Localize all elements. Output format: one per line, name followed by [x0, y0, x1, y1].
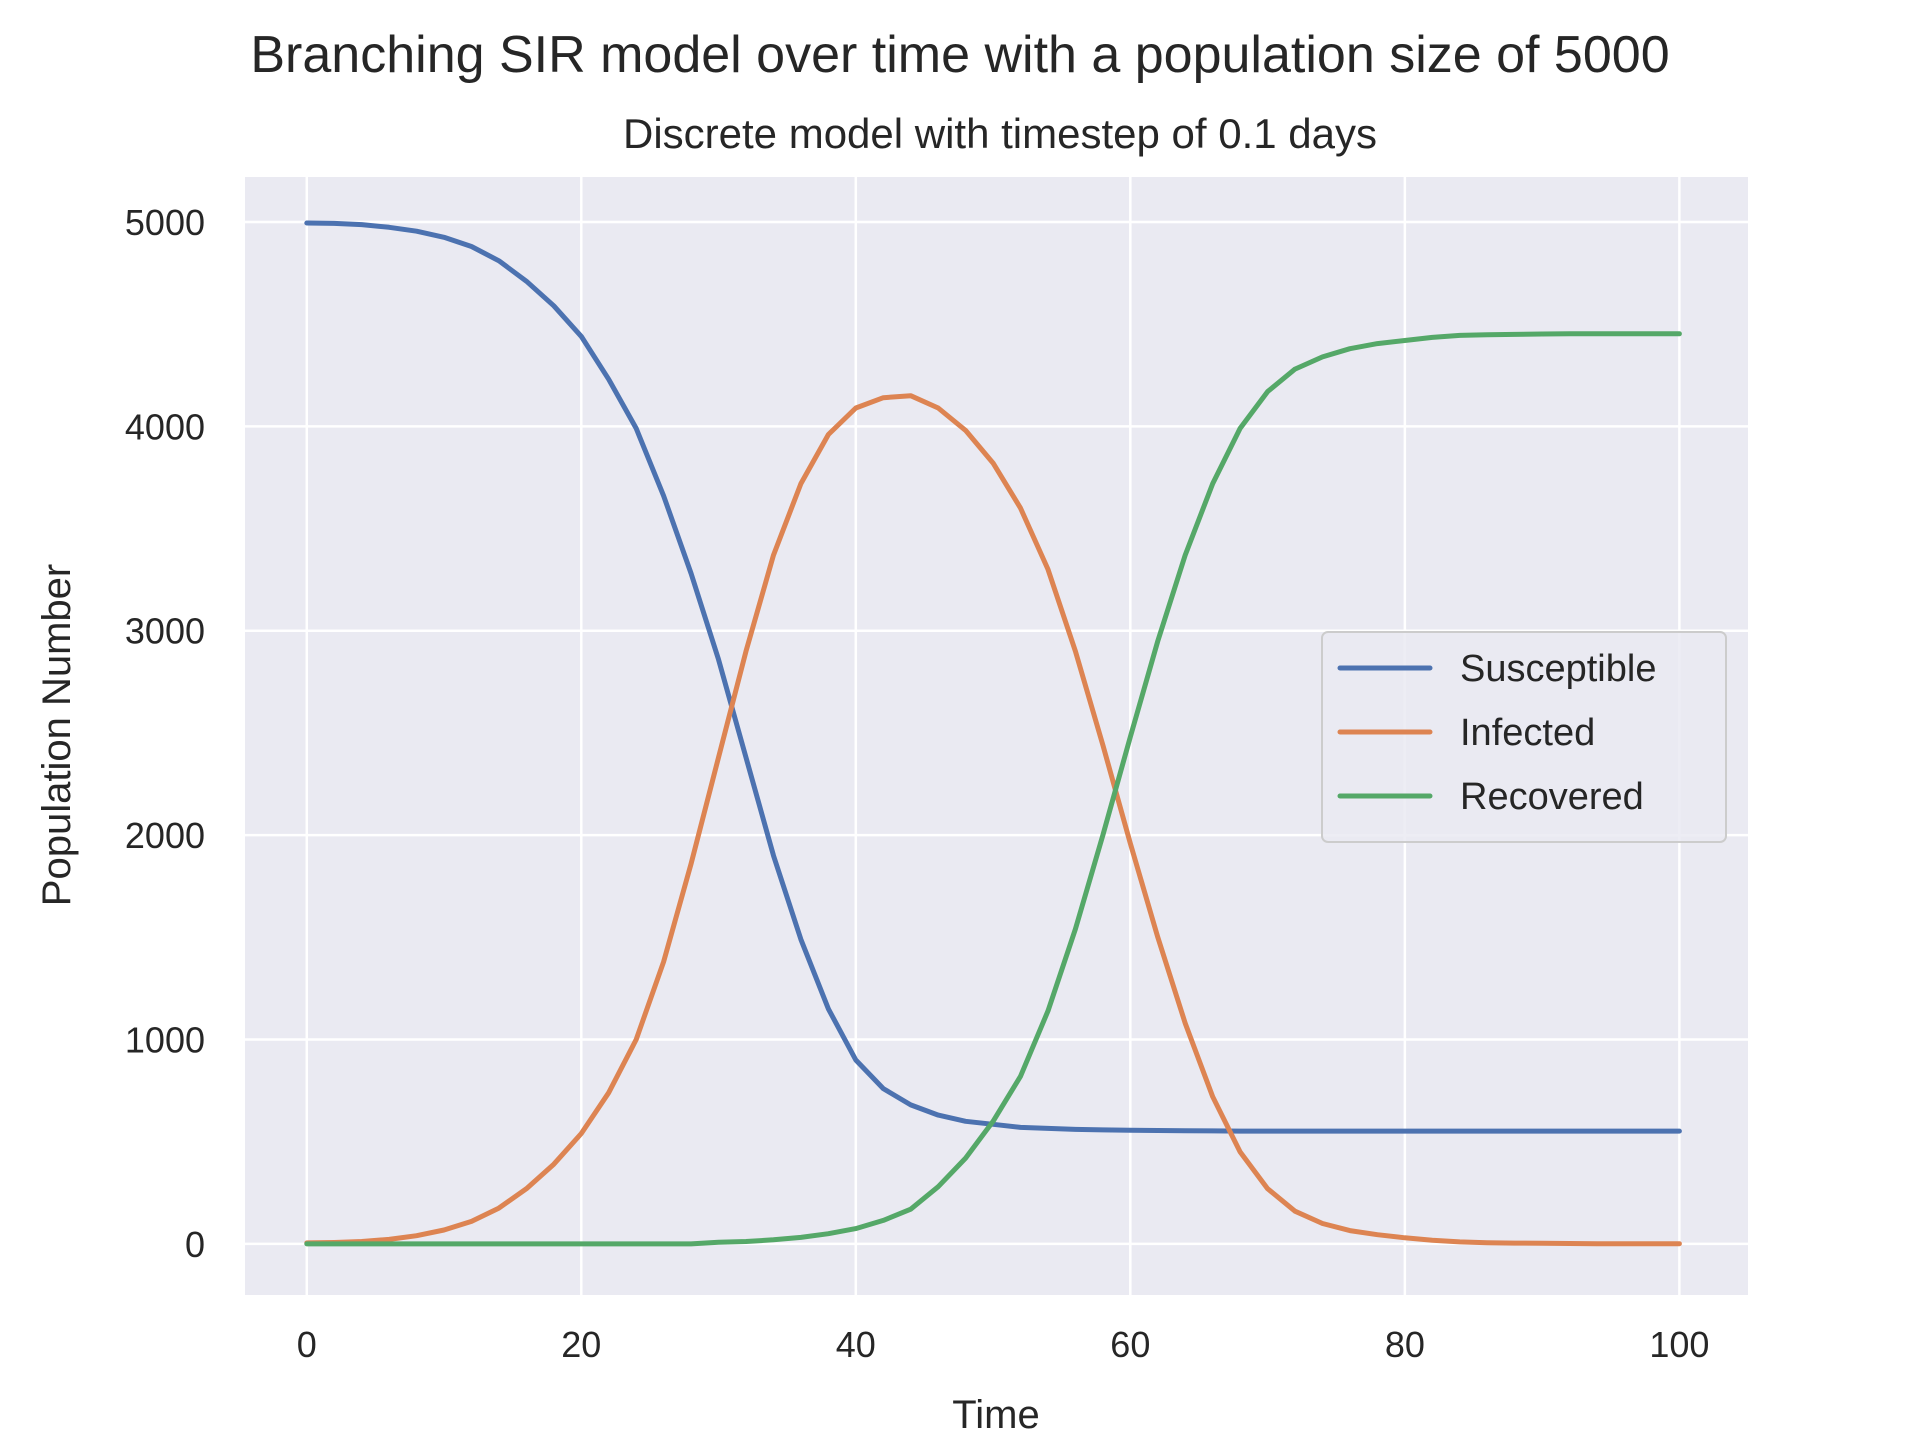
- x-tick-label: 100: [1649, 1324, 1709, 1365]
- legend: Susceptible Infected Recovered: [1321, 631, 1727, 843]
- legend-box: [1321, 631, 1727, 843]
- x-axis-label: Time: [952, 1393, 1039, 1437]
- y-tick-label: 0: [185, 1224, 205, 1265]
- y-tick-label: 1000: [125, 1020, 205, 1061]
- series-line-recovered: [304, 331, 1682, 1247]
- legend-label-susceptible: Susceptible: [1460, 648, 1656, 690]
- chart-subtitle: Discrete model with timestep of 0.1 days: [623, 110, 1377, 157]
- grid-lines: [245, 177, 1748, 1295]
- y-tick-label: 2000: [125, 815, 205, 856]
- x-tick-label: 20: [561, 1324, 601, 1365]
- x-tick-label: 0: [297, 1324, 317, 1365]
- y-tick-label: 4000: [125, 406, 205, 447]
- y-tick-label: 3000: [125, 611, 205, 652]
- y-tick-labels: 0 1000 2000 3000 4000 5000: [125, 202, 205, 1265]
- legend-label-infected: Infected: [1460, 712, 1595, 754]
- series-line-infected: [304, 393, 1682, 1247]
- chart-title: Branching SIR model over time with a pop…: [250, 26, 1669, 84]
- x-tick-label: 40: [836, 1324, 876, 1365]
- legend-items: Susceptible Infected Recovered: [1337, 648, 1656, 818]
- y-tick-label: 5000: [125, 202, 205, 243]
- x-tick-label: 80: [1385, 1324, 1425, 1365]
- x-tick-label: 60: [1110, 1324, 1150, 1365]
- x-tick-labels: 0 20 40 60 80 100: [297, 1324, 1710, 1365]
- legend-label-recovered: Recovered: [1460, 776, 1644, 818]
- y-axis-label: Population Number: [35, 564, 79, 906]
- series-lines: [304, 220, 1682, 1247]
